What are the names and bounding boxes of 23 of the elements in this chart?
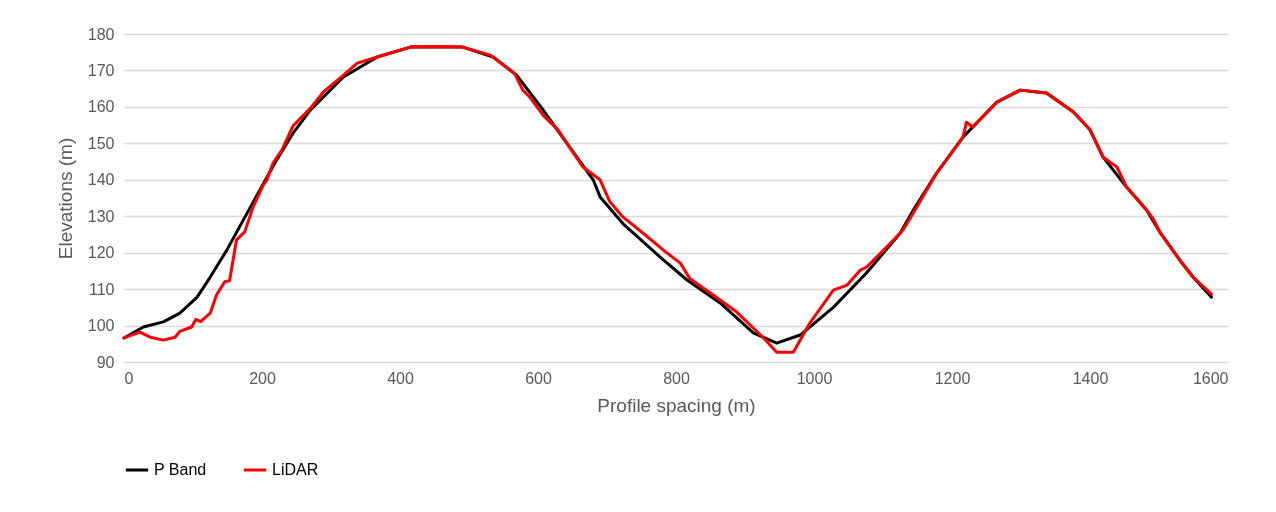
y-tick-label: 170 [87, 61, 115, 79]
x-tick-label: 0 [124, 369, 134, 387]
x-tick-label: 1400 [1072, 369, 1109, 387]
y-tick-label: 160 [87, 98, 115, 116]
y-tick-label: 140 [87, 171, 115, 189]
x-tick-label: 600 [525, 369, 552, 387]
y-tick-label: 150 [87, 134, 115, 152]
x-tick-label: 800 [663, 369, 690, 387]
x-tick-label: 1200 [934, 369, 971, 387]
legend-label: LiDAR [272, 461, 319, 478]
x-tick-label: 1600 [1192, 369, 1229, 387]
x-tick-label: 1000 [796, 369, 833, 387]
legend-label: P Band [154, 461, 207, 478]
x-axis-title: Profile spacing (m) [597, 394, 756, 416]
y-tick-label: 120 [87, 244, 115, 262]
y-tick-label: 130 [87, 207, 115, 225]
x-tick-label: 400 [387, 369, 414, 387]
y-tick-label: 110 [88, 280, 115, 298]
y-tick-label: 180 [87, 25, 115, 43]
x-tick-label: 200 [249, 369, 276, 387]
y-tick-label: 100 [87, 317, 115, 335]
y-axis-title: Elevations (m) [54, 137, 76, 260]
y-tick-label: 90 [96, 353, 115, 371]
